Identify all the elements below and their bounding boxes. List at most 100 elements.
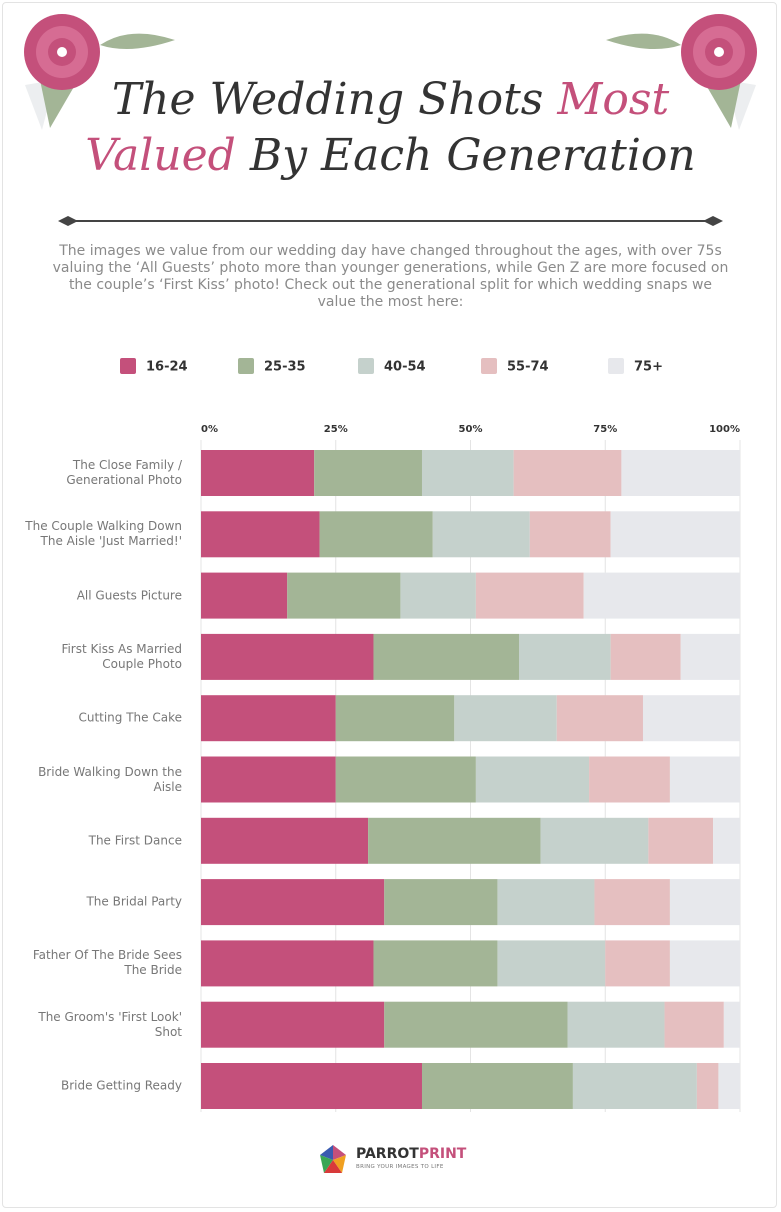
bar-segment xyxy=(513,450,622,496)
category-label: Bride Walking Down the Aisle xyxy=(38,764,182,794)
brand: PARROTPRINT xyxy=(356,1146,466,1162)
title-part: By Each Generation xyxy=(249,130,696,181)
legend-swatch xyxy=(608,358,624,374)
legend-swatch xyxy=(358,358,374,374)
x-tick-label: 100% xyxy=(709,424,740,435)
legend-swatch xyxy=(238,358,254,374)
bar-segment xyxy=(583,572,740,619)
bar-segment xyxy=(335,695,455,742)
flower-right xyxy=(606,14,757,130)
category-label: First Kiss As Married Couple Photo xyxy=(61,641,182,671)
bar-segment xyxy=(201,450,315,496)
bar-segment xyxy=(421,450,514,496)
bar-segment xyxy=(648,817,714,864)
category-label: The Couple Walking Down The Aisle 'Just … xyxy=(25,519,182,549)
legend-swatch xyxy=(481,358,497,374)
bar-segment xyxy=(201,940,374,987)
bar-segment xyxy=(475,572,584,619)
flower-left xyxy=(24,14,175,130)
bar-segment xyxy=(373,940,498,987)
bar-segment xyxy=(201,511,320,558)
legend-label: 25-35 xyxy=(264,360,306,375)
bar-segment xyxy=(567,1001,665,1048)
legend-label: 16-24 xyxy=(146,360,188,375)
bar-segment xyxy=(529,511,611,558)
title-part: Most xyxy=(557,74,670,125)
bar-segment xyxy=(475,756,590,803)
bar-segment xyxy=(201,817,369,864)
legend-swatch xyxy=(120,358,136,374)
bar-segment xyxy=(287,572,401,619)
logo-icon xyxy=(320,1145,346,1173)
bar-segment xyxy=(368,817,541,864)
bar-segment xyxy=(718,1063,740,1109)
bar-segment xyxy=(713,817,740,864)
bar-segment xyxy=(621,450,740,496)
divider xyxy=(58,216,723,226)
bar-segment xyxy=(201,1063,422,1109)
bar-segment xyxy=(610,633,681,680)
legend-label: 55-74 xyxy=(507,360,549,375)
x-tick-label: 25% xyxy=(324,424,348,435)
intro-text: The images we value from our wedding day… xyxy=(52,243,729,310)
bar-segment xyxy=(572,1063,697,1109)
category-label: The Bridal Party xyxy=(86,894,182,909)
bar-segment xyxy=(497,879,595,926)
bar-segment xyxy=(335,756,476,803)
title: The Wedding Shots Most Valued By Each Gen… xyxy=(0,72,781,184)
title-part: The Wedding Shots xyxy=(111,74,544,125)
bar-segment xyxy=(319,511,433,558)
bar-segment xyxy=(723,1001,740,1048)
bar-segment xyxy=(201,756,336,803)
bar-segment xyxy=(497,940,606,987)
x-tick-label: 0% xyxy=(201,424,218,435)
bar-segment xyxy=(696,1063,719,1109)
logo: PARROTPRINT BRING YOUR IMAGES TO LIFE xyxy=(316,1143,476,1177)
bar-segment xyxy=(201,695,336,742)
x-tick-label: 50% xyxy=(459,424,483,435)
category-label: All Guests Picture xyxy=(76,588,182,603)
bar-segment xyxy=(314,450,422,496)
bar-segment xyxy=(201,572,288,619)
category-label: The Close Family / Generational Photo xyxy=(66,458,182,487)
category-label: Father Of The Bride Sees The Bride xyxy=(32,948,182,978)
bar-segment xyxy=(519,633,611,680)
legend-label: 40-54 xyxy=(384,360,426,375)
bar-segment xyxy=(556,695,643,742)
bar-segment xyxy=(384,1001,568,1048)
bar-segment xyxy=(373,633,520,680)
bar-segment xyxy=(669,940,740,987)
bar-segment xyxy=(610,511,740,558)
bar-segment xyxy=(540,817,649,864)
category-label: The First Dance xyxy=(88,833,182,848)
bar-segment xyxy=(432,511,530,558)
bar-segment xyxy=(201,633,374,680)
bar-segment xyxy=(605,940,670,987)
brand-part: PARROT xyxy=(356,1146,419,1162)
x-tick-label: 75% xyxy=(593,424,617,435)
bar-segment xyxy=(421,1063,573,1109)
bar-segment xyxy=(454,695,557,742)
title-part: Valued xyxy=(85,130,236,181)
bar-segment xyxy=(680,633,740,680)
brand-part: PRINT xyxy=(418,1146,467,1162)
bar-segment xyxy=(201,1001,385,1048)
bar-segment xyxy=(400,572,476,619)
bar-segment xyxy=(594,879,670,926)
bar-segment xyxy=(589,756,670,803)
bar-segment xyxy=(384,879,498,926)
bar-segment xyxy=(642,695,740,742)
bar-segment xyxy=(664,1001,724,1048)
legend-label: 75+ xyxy=(634,360,663,375)
category-label: Bride Getting Ready xyxy=(60,1078,182,1093)
tagline: BRING YOUR IMAGES TO LIFE xyxy=(356,1164,444,1170)
category-label: Cutting The Cake xyxy=(78,710,182,725)
bar-segment xyxy=(201,879,385,926)
bar-segment xyxy=(669,879,740,926)
bar-segment xyxy=(669,756,740,803)
category-label: The Groom's 'First Look' Shot xyxy=(38,1009,182,1039)
